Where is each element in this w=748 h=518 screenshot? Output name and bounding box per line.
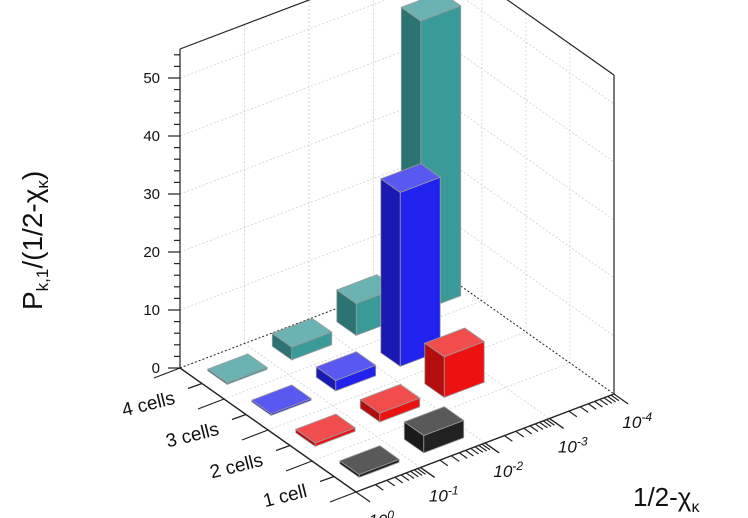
series-tick-minor <box>231 413 247 421</box>
x-tick-minor <box>465 449 474 457</box>
bar-top-face <box>294 413 356 444</box>
z-tick-label: 40 <box>143 128 160 145</box>
bar-side-face <box>380 178 401 368</box>
x-tick-label: 10-3 <box>558 435 588 457</box>
x-tick-major <box>355 491 371 503</box>
x-tick-minor <box>400 474 410 481</box>
series-label: 4 cells <box>120 388 177 421</box>
bar-1-cell-x0 <box>338 445 400 479</box>
x-tick-minor <box>610 394 620 402</box>
bar-4-cells-x1 <box>271 317 333 361</box>
series-tick-major <box>329 491 357 503</box>
bar-2-cells-x2 <box>423 327 486 399</box>
x-tick-minor <box>405 472 415 480</box>
bar-top-face <box>359 383 421 414</box>
x-tick-minor <box>515 430 525 438</box>
z-tick-label: 10 <box>143 302 160 319</box>
x-tick-minor <box>594 400 603 408</box>
x-tick-minor <box>439 459 449 467</box>
x-tick-minor <box>529 425 539 432</box>
x-tick-minor <box>410 470 419 478</box>
bar-4-cells-x0 <box>206 353 268 386</box>
back-wall-grid-line <box>179 37 439 137</box>
x-tick-minor <box>603 397 613 404</box>
x-tick-major <box>613 393 629 405</box>
x-tick-minor <box>539 421 548 429</box>
bar-top-face <box>423 327 486 358</box>
back-wall-grid-line <box>179 153 439 253</box>
x-tick-label: 100 <box>368 508 394 518</box>
bar-1-cell-x1 <box>403 406 465 454</box>
x-tick-minor <box>481 443 491 451</box>
series-tick-major <box>241 429 269 441</box>
series-label: 2 cells <box>208 450 265 483</box>
x-tick-label: 10-4 <box>622 410 652 432</box>
x-axis-title: 1/2-χκ <box>633 482 700 516</box>
z-tick-label: 30 <box>143 186 160 203</box>
x-tick-minor <box>523 427 533 435</box>
series-tick-major <box>285 460 313 472</box>
bar-top-face <box>403 406 465 436</box>
bar-top-face <box>379 163 442 193</box>
x-tick-minor <box>542 420 552 427</box>
bar-top-face <box>315 351 377 381</box>
x-tick-minor <box>478 444 488 452</box>
series-tick-major <box>197 398 225 410</box>
x-tick-major <box>420 467 435 478</box>
x-tick-minor <box>568 410 578 418</box>
bar-2-cells-x1 <box>359 383 421 423</box>
bar-layer <box>206 0 486 479</box>
x-tick-minor <box>394 476 404 484</box>
x-tick-minor <box>417 468 426 475</box>
x-tick-minor <box>450 455 460 462</box>
x-tick-minor <box>458 452 468 459</box>
z-tick-label: 20 <box>143 244 160 261</box>
bar-3-cells-x1 <box>315 351 377 392</box>
bar-front-face <box>399 176 441 367</box>
bar-top-face <box>400 0 462 22</box>
series-tick-minor <box>319 475 335 483</box>
x-tick-minor <box>607 395 617 403</box>
x-tick-label: 10-1 <box>429 484 459 506</box>
back-wall-grid-line <box>179 95 439 195</box>
bar-2-cells-x0 <box>294 413 356 448</box>
series-tick-minor <box>275 444 291 452</box>
series-label: 1 cell <box>261 481 309 512</box>
bar-top-face <box>271 317 333 348</box>
series-label: 3 cells <box>164 419 221 452</box>
bar-top-face <box>250 384 312 415</box>
x-tick-minor <box>546 419 555 426</box>
x-tick-minor <box>474 446 484 453</box>
z-tick-label: 50 <box>143 70 160 87</box>
x-tick-minor <box>470 447 479 455</box>
series-tick-major <box>153 367 181 379</box>
x-tick-minor <box>587 403 597 410</box>
x-tick-label: 10-2 <box>493 459 523 481</box>
bar-top-face <box>338 445 400 475</box>
x-tick-minor <box>579 406 589 413</box>
x-tick-major <box>549 418 564 429</box>
x-tick-minor <box>504 435 513 442</box>
series-tick-minor <box>187 382 203 390</box>
bar-top-face <box>206 353 268 384</box>
x-tick-minor <box>599 398 608 406</box>
x-tick-minor <box>413 469 423 476</box>
x-tick-minor <box>386 479 396 487</box>
x-tick-minor <box>534 423 544 431</box>
x-tick-major <box>484 442 500 454</box>
z-axis-title: Pk,1/(1/2-χκ) <box>17 171 52 310</box>
z-tick-label: 0 <box>152 360 160 377</box>
bar-3-cells-x2 <box>379 163 442 368</box>
side-wall-top-edge <box>506 0 615 76</box>
bar-3-cells-x0 <box>250 384 312 417</box>
x-tick-minor <box>375 484 384 491</box>
back-wall-grid-line <box>179 0 387 79</box>
back-wall-top-edge <box>179 0 311 50</box>
